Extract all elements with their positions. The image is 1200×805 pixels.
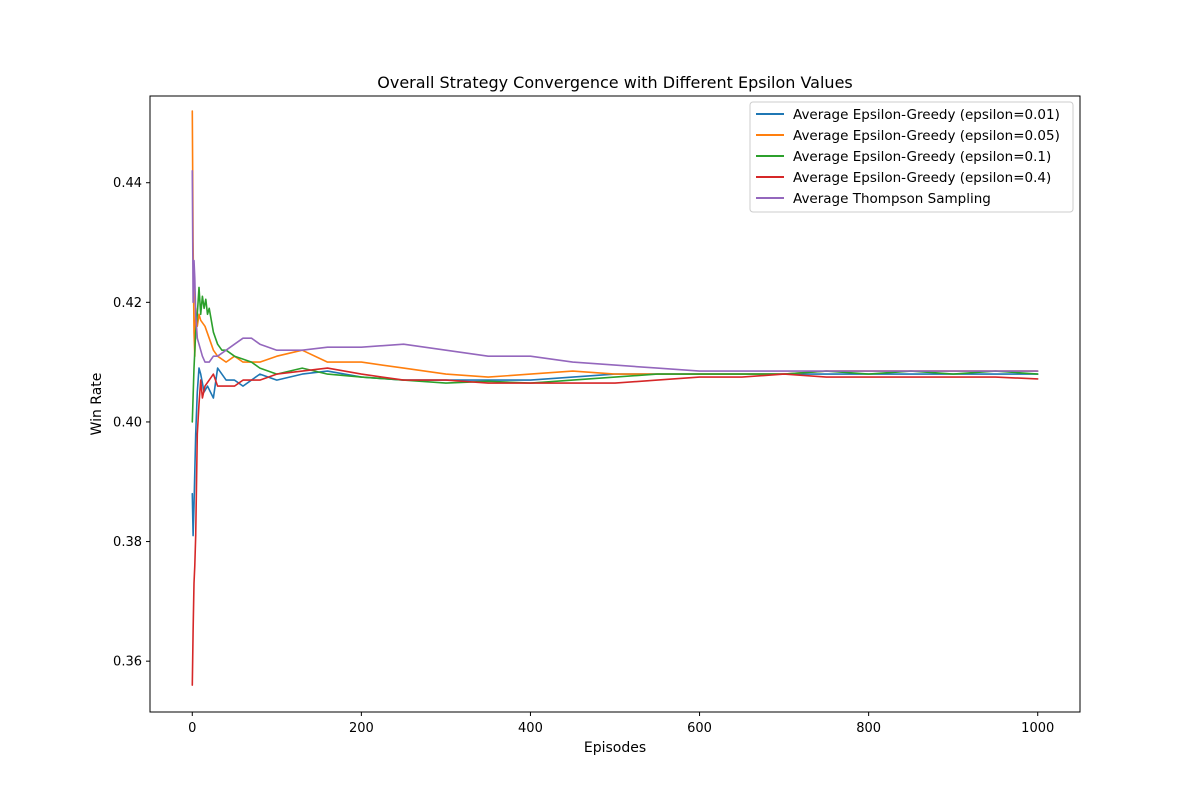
x-tick-label: 0: [188, 721, 196, 736]
x-axis-label: Episodes: [584, 740, 646, 756]
y-tick-label: 0.36: [113, 655, 142, 670]
series-line-5: [191, 170, 1039, 372]
x-tick-label: 400: [518, 721, 543, 736]
chart-title: Overall Strategy Convergence with Differ…: [377, 73, 853, 92]
legend-entry-label: Average Epsilon-Greedy (epsilon=0.01): [793, 107, 1060, 123]
legend: Average Epsilon-Greedy (epsilon=0.01) Ave…: [749, 101, 1074, 213]
x-tick-label: 800: [856, 721, 881, 736]
y-tick-label: 0.38: [113, 535, 142, 550]
series-line-1: [191, 367, 1039, 537]
legend-entry-label: Average Thompson Sampling: [793, 191, 991, 207]
x-tick-label: 1000: [1021, 721, 1054, 736]
y-axis-label: Win Rate: [89, 373, 105, 436]
legend-box: [749, 101, 1074, 213]
x-tick-label: 600: [687, 721, 712, 736]
y-tick-label: 0.44: [113, 176, 142, 191]
plot-frame: [149, 95, 1081, 713]
y-tick-label: 0.40: [113, 415, 142, 430]
series-line-3: [191, 286, 1039, 423]
legend-entry-label: Average Epsilon-Greedy (epsilon=0.4): [793, 170, 1051, 186]
plot-lines: [191, 110, 1039, 686]
series-line-4: [191, 367, 1039, 686]
y-tick-label: 0.42: [113, 296, 142, 311]
y-axis-ticks: 0.36 0.38 0.40 0.42 0.44: [113, 176, 150, 670]
legend-entry-label: Average Epsilon-Greedy (epsilon=0.1): [793, 149, 1051, 165]
x-axis-ticks: 0 200 400 600 800 1000: [188, 712, 1054, 736]
x-tick-label: 200: [349, 721, 374, 736]
legend-entry-label: Average Epsilon-Greedy (epsilon=0.05): [793, 128, 1060, 144]
